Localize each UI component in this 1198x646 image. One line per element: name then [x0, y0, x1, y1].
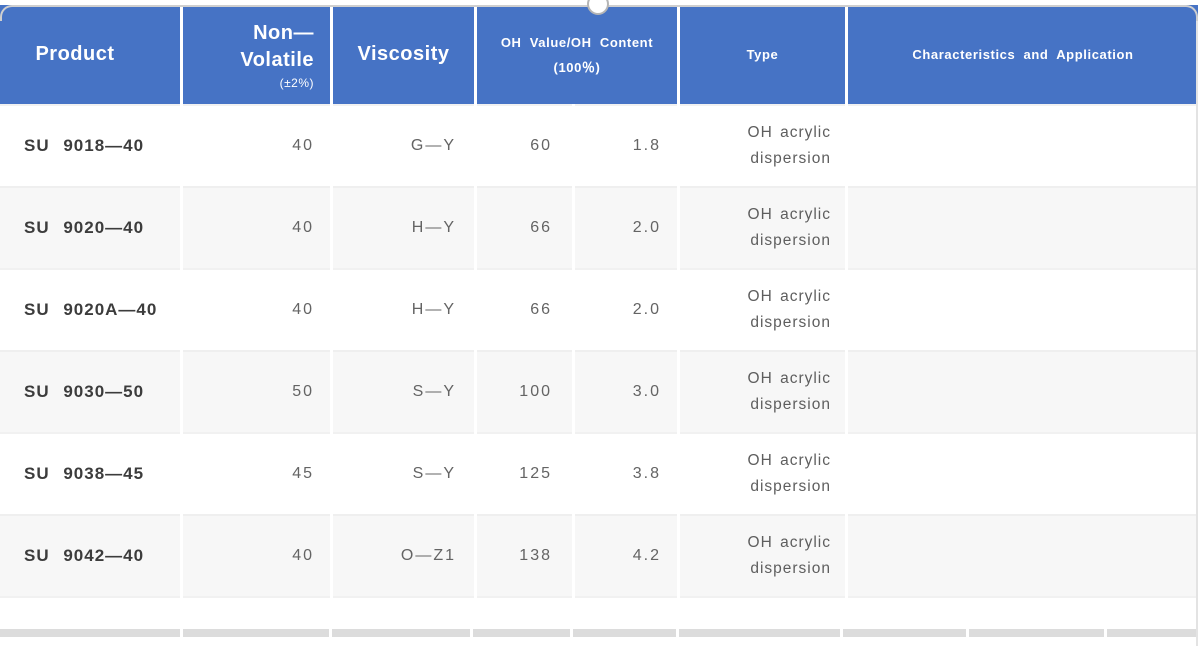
cell-oh-content: 3.0 — [575, 350, 677, 432]
table-gap — [0, 598, 1198, 629]
cell-oh-value: 60 — [477, 104, 572, 186]
table-row: SU 9030—50 50 S—Y 100 3.0 OH acrylic disp… — [0, 350, 1198, 432]
col-header-characteristics-label: Characteristics and Application — [912, 47, 1134, 62]
col-header-product: Product — [0, 5, 180, 104]
cell-oh-content: 4.2 — [575, 514, 677, 596]
cell-viscosity: S—Y — [333, 432, 474, 514]
cell-viscosity: H—Y — [333, 186, 474, 268]
cell-non-volatile: 50 — [183, 350, 330, 432]
table-row: SU 9020—40 40 H—Y 66 2.0 OH acrylic dispe… — [0, 186, 1198, 268]
non-volatile-tolerance: (±2%) — [279, 75, 314, 90]
cell-product: SU 9042—40 — [0, 514, 180, 596]
table-header-row: Product Non— Volatile (±2%) Viscosity OH… — [0, 5, 1198, 104]
oh-header-line2: (100％) — [553, 59, 601, 75]
non-volatile-line1: Non— — [253, 21, 314, 44]
col-header-non-volatile: Non— Volatile (±2%) — [183, 5, 330, 104]
cell-non-volatile: 40 — [183, 104, 330, 186]
selection-outline-right — [1196, 17, 1198, 646]
cell-oh-value: 66 — [477, 268, 572, 350]
cell-viscosity: H—Y — [333, 268, 474, 350]
cell-characteristics — [848, 268, 1198, 350]
cell-type: OH acrylic dispersion — [680, 186, 845, 268]
cell-oh-value: 66 — [477, 186, 572, 268]
cell-oh-value: 138 — [477, 514, 572, 596]
non-volatile-line2: Volatile — [240, 48, 314, 71]
col-header-oh-value: OH Value/OH Content (100％) — [477, 5, 677, 104]
cell-viscosity: O—Z1 — [333, 514, 474, 596]
table-bottom-separator — [0, 596, 1198, 598]
cell-oh-content: 2.0 — [575, 268, 677, 350]
cell-product: SU 9018—40 — [0, 104, 180, 186]
cell-characteristics — [848, 350, 1198, 432]
col-header-type-label: Type — [746, 47, 779, 62]
cell-non-volatile: 40 — [183, 268, 330, 350]
cell-characteristics — [848, 104, 1198, 186]
table-row: SU 9042—40 40 O—Z1 138 4.2 OH acrylic dis… — [0, 514, 1198, 596]
cell-characteristics — [848, 514, 1198, 596]
next-table-edge — [0, 629, 1198, 637]
cell-oh-content: 2.0 — [575, 186, 677, 268]
cell-type: OH acrylic dispersion — [680, 104, 845, 186]
cell-oh-value: 100 — [477, 350, 572, 432]
col-header-type: Type — [680, 5, 845, 104]
cell-viscosity: S—Y — [333, 350, 474, 432]
resize-handle-icon[interactable] — [587, 0, 609, 15]
cell-type: OH acrylic dispersion — [680, 432, 845, 514]
cell-non-volatile: 40 — [183, 186, 330, 268]
table-row: SU 9018—40 40 G—Y 60 1.8 OH acrylic dispe… — [0, 104, 1198, 186]
cell-type: OH acrylic dispersion — [680, 350, 845, 432]
cell-characteristics — [848, 432, 1198, 514]
table-row: SU 9038—45 45 S—Y 125 3.8 OH acrylic disp… — [0, 432, 1198, 514]
cell-non-volatile: 40 — [183, 514, 330, 596]
col-header-product-label: Product — [35, 43, 115, 65]
cell-product: SU 9038—45 — [0, 432, 180, 514]
col-header-viscosity-label: Viscosity — [357, 43, 450, 65]
cell-oh-content: 3.8 — [575, 432, 677, 514]
cell-product: SU 9020A—40 — [0, 268, 180, 350]
oh-header-line1: OH Value/OH Content — [500, 34, 654, 50]
cell-oh-value: 125 — [477, 432, 572, 514]
cell-non-volatile: 45 — [183, 432, 330, 514]
cell-oh-content: 1.8 — [575, 104, 677, 186]
cell-characteristics — [848, 186, 1198, 268]
col-header-characteristics: Characteristics and Application — [848, 5, 1198, 104]
cell-product: SU 9030—50 — [0, 350, 180, 432]
table-row: SU 9020A—40 40 H—Y 66 2.0 OH acrylic disp… — [0, 268, 1198, 350]
cell-type: OH acrylic dispersion — [680, 268, 845, 350]
cell-viscosity: G—Y — [333, 104, 474, 186]
cell-type: OH acrylic dispersion — [680, 514, 845, 596]
col-header-viscosity: Viscosity — [333, 5, 474, 104]
cell-product: SU 9020—40 — [0, 186, 180, 268]
